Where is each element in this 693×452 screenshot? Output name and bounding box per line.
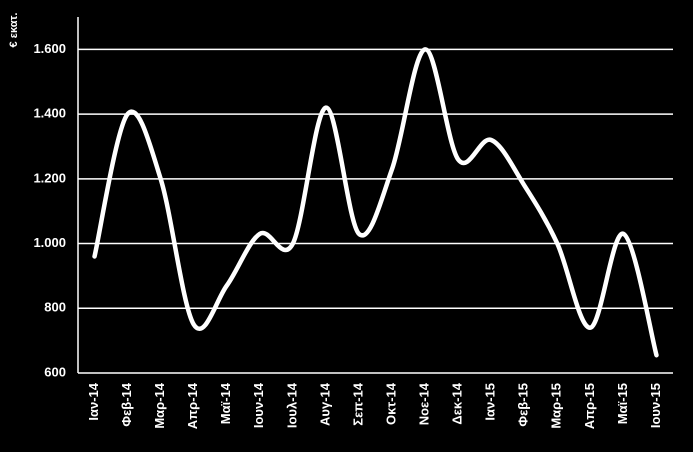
- y-axis-label: € εκατ.: [8, 13, 20, 48]
- x-tick-label: Ιουλ-14: [284, 382, 299, 428]
- x-tick-label: Φεβ-14: [119, 382, 134, 426]
- x-tick-label: Ιαν-15: [483, 383, 498, 421]
- x-tick-label: Σεπ-14: [350, 382, 365, 425]
- y-tick-label: 800: [44, 300, 66, 315]
- x-tick-label: Αυγ-14: [317, 382, 332, 426]
- y-tick-label: 600: [44, 364, 66, 379]
- x-tick-label: Ιουν-15: [648, 383, 663, 428]
- x-tick-label: Μαρ-14: [152, 382, 167, 428]
- x-tick-label: Νοε-14: [417, 382, 432, 425]
- data-line: [92, 47, 659, 358]
- y-tick-label: 1.400: [33, 106, 66, 121]
- x-tick-label: Μαϊ-15: [615, 383, 630, 424]
- x-tick-label: Ιουν-14: [251, 382, 266, 428]
- y-tick-label: 1.200: [33, 170, 66, 185]
- x-tick-label: Οκτ-14: [383, 382, 398, 425]
- x-tick-label: Φεβ-15: [516, 383, 531, 427]
- x-tick-label: Μαρ-15: [549, 383, 564, 429]
- y-tick-label: 1.600: [33, 41, 66, 56]
- y-tick-label: 1.000: [33, 235, 66, 250]
- x-tick-label: Απρ-14: [185, 382, 200, 429]
- x-tick-label: Απρ-15: [582, 383, 597, 429]
- x-tick-label: Μαϊ-14: [218, 382, 233, 424]
- x-tick-label: Ιαν-14: [86, 382, 101, 420]
- x-tick-label: Δεκ-14: [450, 382, 465, 424]
